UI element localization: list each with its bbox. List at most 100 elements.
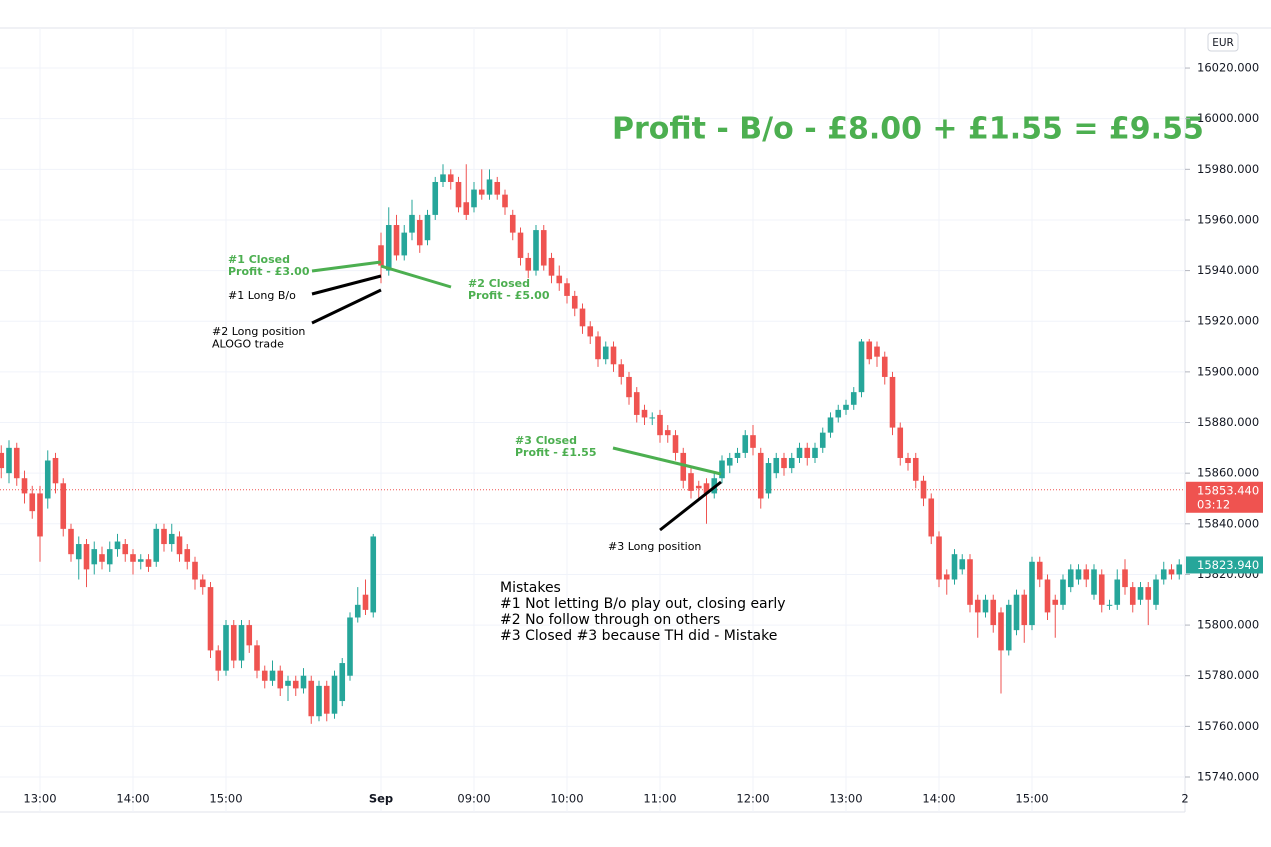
candle-body (719, 460, 725, 479)
candle-body (641, 409, 648, 418)
candle-body (1052, 599, 1059, 605)
candle-body (672, 435, 679, 453)
candle-body (1067, 569, 1074, 588)
annotation-text: #3 Closed #3 because TH did - Mistake (500, 628, 777, 644)
candles (0, 164, 1183, 724)
candle-body (1137, 587, 1144, 600)
candle-body (207, 587, 214, 651)
candle-body (145, 559, 152, 567)
candle-body (184, 549, 191, 562)
candle-body (936, 536, 942, 580)
candle-body (37, 493, 43, 537)
arrow-line (659, 480, 722, 532)
candle-body (509, 214, 516, 233)
grid (0, 28, 1185, 812)
candle-body (1122, 569, 1128, 588)
candle-body (21, 478, 28, 494)
candle-body (850, 392, 857, 405)
candle-body (0, 452, 5, 469)
candle-body (1013, 594, 1020, 631)
candle-body (633, 392, 640, 415)
candle-body (424, 214, 431, 241)
arrow-line (311, 260, 382, 273)
arrow-line (380, 264, 452, 289)
annotation-text: Profit - £5.00 (468, 289, 550, 302)
candle-body (1098, 574, 1105, 605)
candle-body (905, 457, 911, 464)
candle-body (548, 257, 555, 276)
annotation-text: Profit - £3.00 (228, 265, 310, 278)
candle-body (254, 645, 260, 671)
candle-body (742, 435, 749, 453)
candle-body (587, 326, 594, 337)
y-tick-label: 15880.000 (1197, 415, 1259, 429)
y-tick-label: 16000.000 (1197, 111, 1259, 125)
candle-body (564, 283, 570, 296)
candle-body (192, 561, 198, 580)
annotation-text: ALOGO trade (212, 338, 284, 351)
candle-body (83, 544, 90, 570)
candle-body (680, 452, 687, 481)
candle-body (478, 189, 485, 195)
candle-body (781, 457, 787, 469)
candle-body (347, 617, 353, 676)
candle-body (29, 493, 36, 512)
annotation-text: Mistakes (500, 580, 561, 596)
candle-body (998, 612, 1004, 651)
candle-body (579, 308, 586, 327)
candle-body (269, 670, 276, 681)
x-tick-label: 12:00 (736, 792, 769, 806)
candle-body (199, 579, 206, 588)
candle-body (277, 670, 284, 689)
candle-body (889, 376, 896, 428)
candle-body (261, 670, 268, 681)
candle-body (664, 430, 671, 436)
candle-body (292, 680, 299, 689)
candle-body (517, 232, 524, 258)
candle-body (626, 376, 632, 398)
annotation-text: #3 Closed (515, 434, 577, 447)
candle-body (502, 194, 508, 208)
candle-body (1060, 579, 1066, 605)
annotation-text: #2 No follow through on others (500, 612, 720, 628)
candle-body (649, 417, 656, 419)
candle-body (246, 625, 253, 646)
candle-body (285, 680, 291, 686)
candle-body (757, 452, 764, 499)
candle-body (610, 346, 617, 365)
candle-body (974, 599, 981, 613)
countdown: 03:12 (1197, 497, 1230, 511)
candle-body (416, 219, 423, 246)
candle-body (819, 432, 826, 448)
x-tick-label: 09:00 (457, 792, 490, 806)
candle-body (362, 594, 369, 610)
annotation-text: #1 Long B/o (228, 289, 296, 302)
y-tick-label: 16020.000 (1197, 61, 1259, 75)
candle-body (540, 230, 547, 266)
candle-body (385, 225, 392, 271)
arrow-line (612, 446, 722, 476)
y-tick-label: 15840.000 (1197, 516, 1259, 530)
annotation-text: #1 Not letting B/o play out, closing ear… (500, 596, 786, 612)
y-tick-label: 15900.000 (1197, 364, 1259, 378)
candle-body (223, 625, 229, 671)
candle-body (161, 528, 167, 545)
y-tick-label: 15940.000 (1197, 263, 1259, 277)
candle-body (308, 680, 315, 717)
candle-body (695, 485, 702, 489)
arrow-line (311, 288, 382, 325)
candle-body (393, 225, 400, 256)
candle-body (765, 463, 772, 494)
candle-body (215, 650, 222, 671)
candle-body (1176, 564, 1183, 575)
candle-body (75, 544, 82, 560)
annotation-text: #2 Long position (212, 325, 305, 338)
candle-body (928, 498, 935, 537)
candle-body (91, 549, 98, 565)
annotation-text: #1 Closed (228, 253, 290, 266)
candle-body (455, 181, 462, 208)
candle-body (1021, 594, 1028, 626)
